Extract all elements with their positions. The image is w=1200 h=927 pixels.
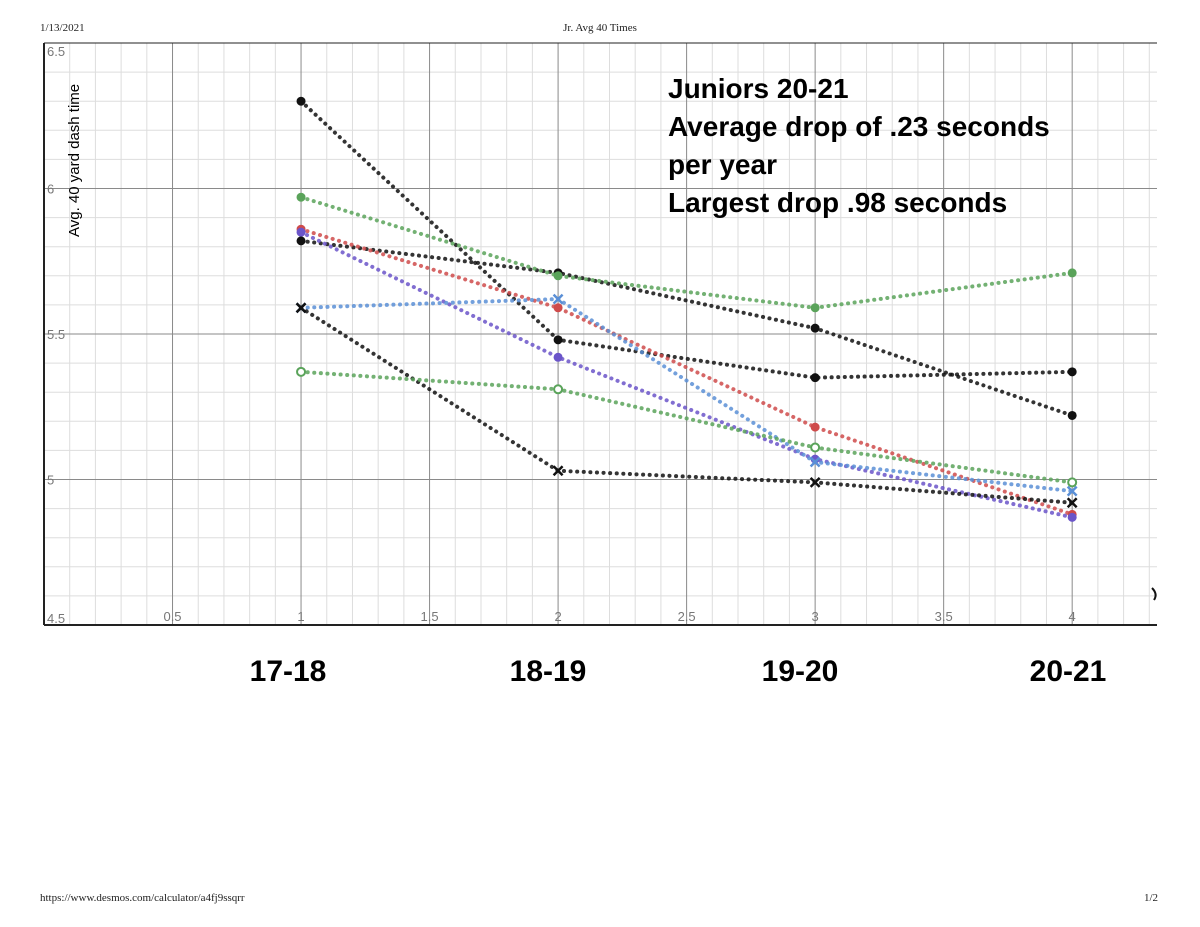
data-point [553, 384, 564, 395]
annotation-line-4: Largest drop .98 seconds [668, 187, 1008, 218]
season-label-17-18: 17-18 [249, 655, 327, 688]
series-7 [295, 302, 1078, 509]
series-line [299, 238, 1075, 418]
annotation-text: Juniors 20-21 Average drop of .23 second… [668, 70, 1050, 222]
x-tick-label: 4 [1069, 609, 1076, 624]
series-line [299, 230, 1075, 520]
series-8 [296, 366, 1078, 488]
data-point [552, 293, 564, 305]
data-point [553, 303, 563, 313]
annotation-line-1: Juniors 20-21 [668, 73, 849, 104]
chart-tick-labels: 0.5 1 1.5 2 2.5 3 3.5 4 4.5 5 5.5 6 6.5 [47, 44, 1076, 626]
data-point [1067, 410, 1077, 420]
data-point [553, 352, 563, 362]
season-label-20-21: 20-21 [1029, 655, 1107, 688]
series-3 [296, 192, 1077, 313]
series-line [299, 297, 1075, 494]
y-tick-label: 6.5 [47, 44, 65, 59]
print-date: 1/13/2021 [40, 22, 85, 34]
y-tick-label: 6 [47, 182, 54, 197]
data-point [810, 323, 820, 333]
chart-axes [43, 42, 1157, 626]
data-point [1066, 497, 1078, 509]
data-point [296, 227, 306, 237]
data-point [1067, 477, 1078, 488]
print-url: https://www.desmos.com/calculator/a4fj9s… [40, 892, 245, 904]
data-point [296, 236, 306, 246]
data-point [809, 477, 821, 488]
series-line [299, 227, 1075, 517]
axis-arrow-mark [1151, 587, 1157, 601]
data-point [810, 373, 820, 383]
data-point [809, 456, 821, 468]
series-line [299, 369, 1075, 485]
data-point [296, 366, 307, 377]
data-point [553, 335, 563, 345]
x-tick-label: 1.5 [421, 609, 439, 624]
series-line [299, 305, 1075, 505]
y-axis-label: Avg. 40 yard dash time [66, 84, 83, 237]
data-point [810, 303, 820, 313]
annotation-line-3: per year [668, 149, 777, 180]
data-point [552, 465, 564, 477]
x-tick-label: 2 [554, 609, 561, 624]
data-point [296, 192, 306, 202]
data-point [553, 271, 563, 281]
data-point [1067, 367, 1077, 377]
season-label-18-19: 18-19 [509, 655, 587, 688]
series-line [299, 99, 1075, 380]
data-point [1067, 268, 1077, 278]
series-5 [296, 227, 1077, 522]
x-tick-label: 0.5 [163, 609, 181, 624]
season-label-19-20: 19-20 [761, 655, 839, 688]
page-number: 1/2 [1144, 892, 1159, 904]
y-tick-label: 4.5 [47, 611, 65, 626]
print-title: Jr. Avg 40 Times [563, 22, 637, 34]
data-point [295, 302, 307, 314]
y-tick-label: 5.5 [47, 327, 65, 342]
x-tick-label: 3 [812, 609, 819, 624]
x-tick-label: 3.5 [935, 609, 953, 624]
data-point [1067, 512, 1077, 522]
chart-grid [44, 42, 1157, 626]
data-point [810, 442, 821, 453]
series-1 [296, 96, 1077, 383]
data-point [810, 422, 820, 432]
x-tick-label: 2.5 [678, 609, 696, 624]
chart-series [295, 96, 1078, 522]
x-tick-label: 1 [297, 609, 304, 624]
y-tick-label: 5 [47, 473, 54, 488]
data-point [1066, 485, 1078, 497]
data-point [296, 96, 306, 106]
annotation-line-2: Average drop of .23 seconds [668, 111, 1050, 142]
